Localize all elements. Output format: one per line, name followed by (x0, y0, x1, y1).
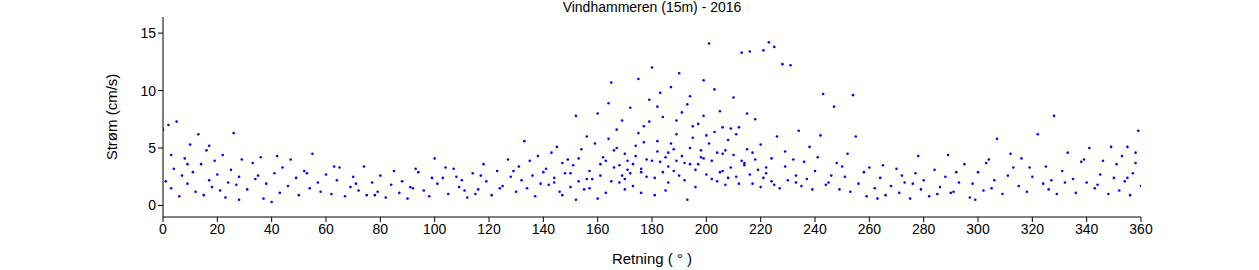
svg-text:10: 10 (140, 83, 156, 99)
svg-text:220: 220 (749, 221, 773, 237)
svg-text:160: 160 (586, 221, 610, 237)
svg-text:80: 80 (373, 221, 389, 237)
svg-text:240: 240 (803, 221, 827, 237)
svg-text:Strøm (cm/s): Strøm (cm/s) (103, 74, 120, 161)
svg-text:5: 5 (148, 140, 156, 156)
svg-text:140: 140 (532, 221, 556, 237)
svg-text:340: 340 (1075, 221, 1099, 237)
svg-text:200: 200 (695, 221, 719, 237)
svg-text:40: 40 (264, 221, 280, 237)
svg-text:120: 120 (477, 221, 501, 237)
svg-text:0: 0 (148, 197, 156, 213)
svg-text:Retning ( ° ): Retning ( ° ) (612, 250, 692, 267)
svg-text:60: 60 (318, 221, 334, 237)
svg-text:180: 180 (640, 221, 664, 237)
svg-text:300: 300 (966, 221, 990, 237)
svg-text:0: 0 (159, 221, 167, 237)
svg-text:15: 15 (140, 25, 156, 41)
svg-text:280: 280 (912, 221, 936, 237)
svg-text:20: 20 (210, 221, 226, 237)
svg-text:360: 360 (1129, 221, 1153, 237)
svg-text:100: 100 (423, 221, 447, 237)
svg-text:260: 260 (858, 221, 882, 237)
html-text:Vindhammeren (15m) - 2016: Vindhammeren (15m) - 2016 (562, 0, 742, 15)
svg-text:320: 320 (1021, 221, 1045, 237)
